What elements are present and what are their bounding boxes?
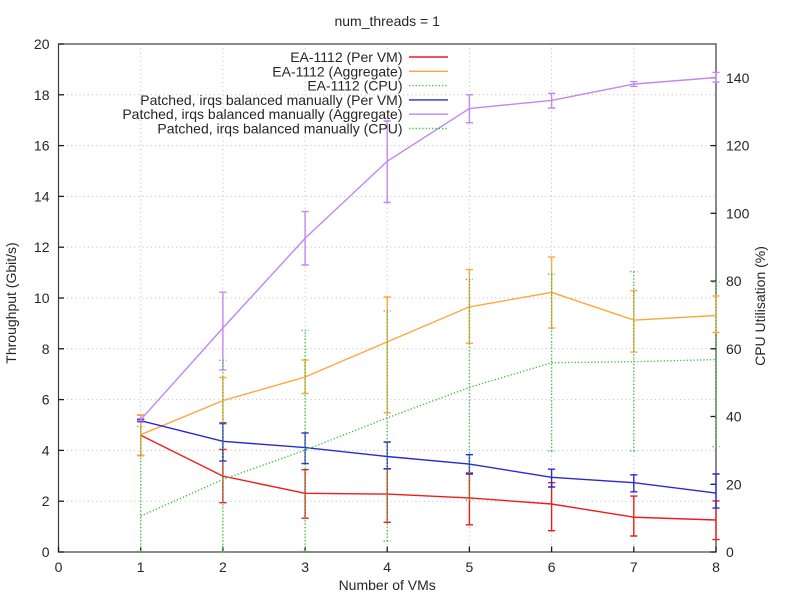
svg-text:CPU Utilisation (%): CPU Utilisation (%) [752,246,768,366]
svg-text:16: 16 [34,138,50,154]
svg-text:6: 6 [42,392,50,408]
svg-text:18: 18 [34,87,50,103]
svg-text:Patched, irqs balanced manuall: Patched, irqs balanced manually (CPU) [157,121,402,137]
svg-text:3: 3 [301,559,309,575]
svg-text:4: 4 [383,559,391,575]
svg-text:12: 12 [34,239,50,255]
svg-text:140: 140 [726,70,750,86]
svg-text:14: 14 [34,188,50,204]
svg-text:20: 20 [726,476,742,492]
svg-text:EA-1112 (Aggregate): EA-1112 (Aggregate) [272,63,402,79]
svg-text:1: 1 [137,559,145,575]
svg-text:0: 0 [726,544,734,560]
svg-text:60: 60 [726,341,742,357]
svg-text:120: 120 [726,138,750,154]
svg-text:8: 8 [712,559,720,575]
svg-text:EA-1112 (CPU): EA-1112 (CPU) [307,78,402,94]
svg-text:5: 5 [466,559,474,575]
svg-text:2: 2 [42,493,50,509]
svg-text:EA-1112 (Per VM): EA-1112 (Per VM) [290,49,402,65]
svg-text:4: 4 [42,442,50,458]
svg-text:100: 100 [726,205,750,221]
svg-text:Patched, irqs balanced manuall: Patched, irqs balanced manually (Aggrega… [122,106,402,122]
svg-text:80: 80 [726,273,742,289]
svg-text:num_threads = 1: num_threads = 1 [334,13,440,29]
svg-text:0: 0 [55,559,63,575]
svg-text:2: 2 [219,559,227,575]
svg-text:8: 8 [42,341,50,357]
svg-text:Patched, irqs balanced manuall: Patched, irqs balanced manually (Per VM) [140,92,402,108]
svg-text:7: 7 [630,559,638,575]
svg-text:Number of VMs: Number of VMs [339,577,436,593]
svg-text:20: 20 [34,36,50,52]
svg-text:40: 40 [726,409,742,425]
svg-text:Throughput (Gbit/s): Throughput (Gbit/s) [3,242,19,363]
svg-text:6: 6 [548,559,556,575]
svg-text:0: 0 [42,544,50,560]
svg-text:10: 10 [34,290,50,306]
